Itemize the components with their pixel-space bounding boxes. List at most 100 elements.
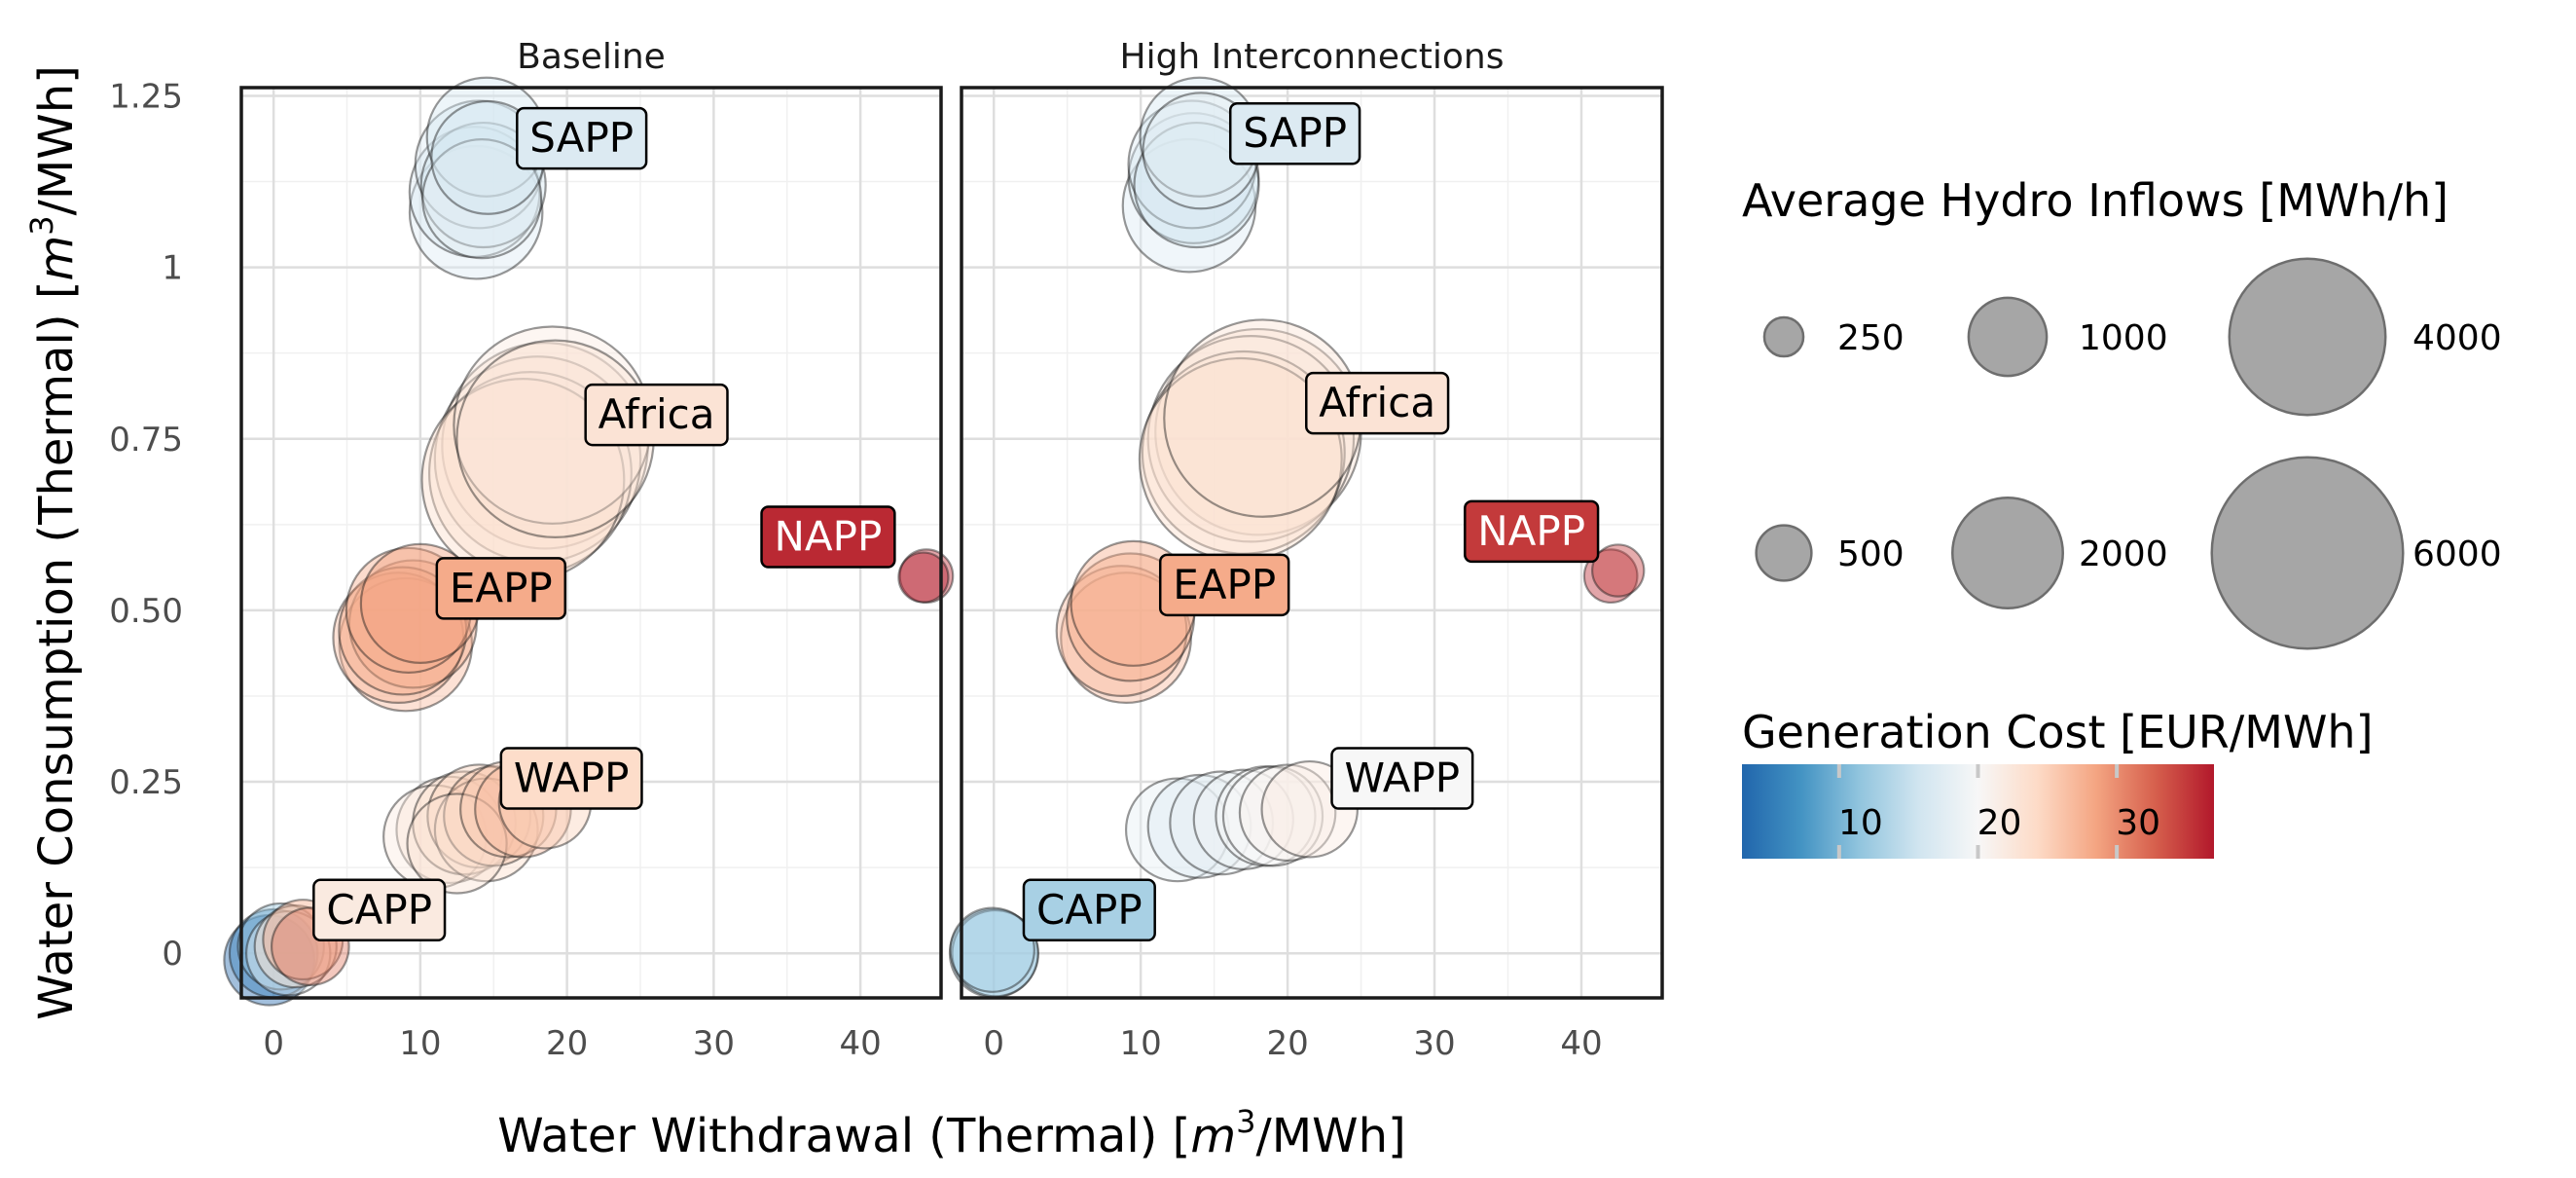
region-label-sapp: SAPP [516, 106, 648, 170]
bubble-sapp [1121, 137, 1257, 274]
bubble-napp [1582, 548, 1639, 605]
region-label-text: EAPP [1173, 561, 1276, 608]
panel-title: High Interconnections [1120, 37, 1505, 77]
bubble-africa [1146, 334, 1356, 543]
bubble-sapp [408, 144, 544, 280]
region-label-box [312, 878, 447, 942]
region-label-eapp: EAPP [1158, 553, 1290, 617]
bubble-napp [1591, 543, 1646, 598]
region-label-capp: CAPP [1022, 878, 1156, 942]
size-legend-items: 250 1000 4000 500 2000 6000 [1755, 257, 2502, 650]
panel-baseline: Baseline SAPP Africa EAPP NAPP WAPP CAPP 0 10 2… [223, 37, 955, 1063]
bubble-eapp [1060, 571, 1192, 705]
region-label-box [516, 106, 648, 170]
y-tick-label: 0.75 [109, 421, 183, 460]
region-label-box [1305, 371, 1450, 435]
y-tick-label: 0.25 [109, 763, 183, 802]
x-tick-label: 40 [839, 1024, 881, 1063]
size-legend-circle [2210, 456, 2405, 650]
bubble-sapp [1133, 121, 1260, 249]
region-label-africa: Africa [1305, 371, 1450, 435]
x-tick-label: 10 [1120, 1024, 1162, 1063]
region-label-sapp: SAPP [1228, 101, 1361, 166]
region-label-box [1228, 101, 1361, 166]
y-tick-label: 0.50 [109, 592, 183, 631]
bubble-eapp [1055, 565, 1188, 697]
bubble-eapp [332, 571, 465, 705]
bubble-napp [897, 551, 950, 604]
panel-high-interconnections: High Interconnections SAPP Africa EAPP NAPP… [948, 37, 1664, 1063]
x-ticks: 0 10 20 30 40 [263, 1024, 881, 1063]
bubble-capp [223, 913, 315, 1007]
y-axis-title: Water Consumption (Thermal) [m3/MWh] [23, 65, 84, 1020]
region-label-eapp: EAPP [435, 557, 567, 620]
region-label-box [499, 747, 643, 810]
panel-title: Baseline [517, 37, 666, 77]
bubble-wapp [1169, 770, 1275, 876]
bubble-wapp [1215, 765, 1317, 867]
bubble-wapp [1238, 763, 1337, 863]
size-legend-label: 250 [1837, 318, 1905, 358]
size-legend-label: 6000 [2413, 534, 2502, 574]
region-label-box [584, 383, 729, 447]
colorbar-tick-label: 20 [1977, 803, 2022, 843]
bubble-capp [949, 906, 1035, 993]
bubble-wapp [412, 770, 518, 876]
y-ticks: 0 0.25 0.50 0.75 1 1.25 [109, 77, 183, 974]
size-legend-circle [1755, 524, 1813, 582]
region-label-box [760, 505, 896, 569]
bubbles [948, 76, 1646, 999]
size-legend-label: 1000 [2079, 318, 2168, 358]
region-labels: SAPP Africa EAPP NAPP WAPP CAPP [312, 106, 896, 942]
bubble-capp [245, 909, 332, 997]
region-label-text: WAPP [514, 755, 630, 802]
panel-border [960, 86, 1664, 1000]
x-axis-title: Water Withdrawal (Thermal) [m3/MWh] [497, 1103, 1405, 1163]
region-label-text: NAPP [775, 513, 883, 561]
bubble-eapp [338, 566, 468, 696]
bubble-wapp [1221, 765, 1324, 867]
region-label-africa: Africa [584, 383, 729, 447]
size-legend-circle [1967, 296, 2049, 378]
colorbar [1742, 764, 2214, 859]
panel-border [239, 86, 943, 1000]
region-label-napp: NAPP [1464, 499, 1600, 564]
region-label-wapp: WAPP [499, 747, 643, 810]
color-legend: Generation Cost [EUR/MWh] 10 20 30 [1742, 706, 2374, 859]
region-label-text: Africa [1319, 379, 1435, 426]
x-ticks: 0 10 20 30 40 [983, 1024, 1602, 1063]
region-label-box [435, 557, 567, 620]
size-legend-circle [1951, 497, 2064, 609]
size-legend-circle [2228, 257, 2387, 417]
region-label-box [1022, 878, 1156, 942]
bubble-wapp [406, 792, 508, 895]
region-label-wapp: WAPP [1330, 747, 1474, 810]
x-tick-label: 30 [1413, 1024, 1455, 1063]
region-label-text: Africa [599, 390, 715, 438]
region-label-napp: NAPP [760, 505, 896, 569]
size-legend-label: 500 [1837, 534, 1905, 574]
gridlines [241, 88, 941, 998]
region-label-text: SAPP [529, 114, 634, 162]
bubble-wapp [1146, 773, 1252, 879]
region-label-text: WAPP [1345, 755, 1461, 802]
bubble-wapp [395, 775, 504, 885]
x-tick-label: 10 [399, 1024, 441, 1063]
y-tick-label: 0 [162, 935, 183, 974]
x-tick-label: 20 [546, 1024, 588, 1063]
size-legend-label: 4000 [2413, 318, 2502, 358]
bubble-sapp [421, 138, 543, 260]
bubble-wapp [1192, 768, 1294, 870]
bubble-sapp [419, 121, 547, 249]
x-tick-label: 0 [983, 1024, 1004, 1063]
size-legend-circle [1762, 315, 1805, 358]
region-label-text: CAPP [326, 886, 432, 934]
size-legend-title: Average Hydro Inflows [MWh/h] [1742, 174, 2449, 227]
size-legend: Average Hydro Inflows [MWh/h] 250 1000 400… [1742, 174, 2502, 650]
size-legend-label: 2000 [2079, 534, 2168, 574]
region-label-text: NAPP [1477, 507, 1585, 555]
region-label-box [1158, 553, 1290, 617]
color-legend-title: Generation Cost [EUR/MWh] [1742, 706, 2374, 758]
region-label-text: EAPP [450, 564, 553, 611]
y-tick-label: 1.25 [109, 77, 183, 116]
